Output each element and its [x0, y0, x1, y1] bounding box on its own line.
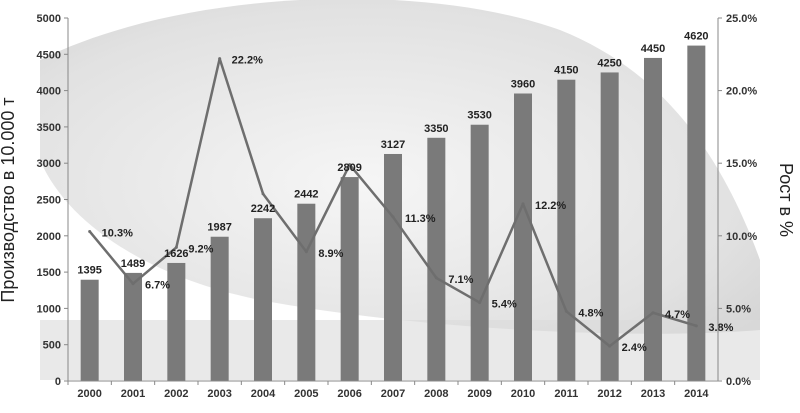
- bar-2011: [557, 79, 576, 382]
- y2-tick-label: 10.0%: [726, 231, 757, 243]
- y-tick-label: 1500: [37, 267, 61, 279]
- growth-point-2002: [174, 245, 178, 249]
- y-axis-title: Производство в 10.000 т: [0, 97, 18, 302]
- x-tick-label: 2003: [207, 388, 231, 400]
- growth-point-2010: [521, 202, 525, 206]
- bar-2005: [297, 203, 316, 381]
- growth-label-2014: 3.8%: [708, 322, 733, 334]
- y2-tick-label: 5.0%: [726, 303, 751, 315]
- y2-tick-label: 20.0%: [726, 86, 757, 98]
- y-tick-label: 3500: [37, 122, 61, 134]
- bar-2014: [687, 45, 706, 381]
- y-tick-label: 1000: [37, 303, 61, 315]
- growth-point-2014: [694, 324, 698, 328]
- bar-2003: [210, 236, 229, 381]
- growth-label-2009: 5.4%: [492, 299, 517, 311]
- bar-2008: [427, 137, 446, 381]
- x-tick-label: 2014: [684, 388, 709, 400]
- bar-label-2008: 3350: [424, 123, 448, 135]
- y-tick-label: 2000: [37, 231, 61, 243]
- bar-2012: [600, 72, 619, 381]
- x-tick-label: 2002: [164, 388, 188, 400]
- growth-point-2008: [434, 276, 438, 280]
- growth-label-2000: 10.3%: [102, 227, 133, 239]
- y2-tick-label: 15.0%: [726, 158, 757, 170]
- growth-label-2002: 9.2%: [188, 243, 213, 255]
- growth-point-2004: [261, 192, 265, 196]
- growth-point-2006: [348, 163, 352, 167]
- bar-label-2006: 2809: [337, 162, 361, 174]
- bar-label-2002: 1626: [164, 248, 188, 260]
- growth-label-2010: 12.2%: [535, 200, 566, 212]
- labels-layer: 1395 1489 1626 1987 2242 2442 2809 3127 3350 3530…: [77, 31, 733, 355]
- bar-label-2010: 3960: [511, 79, 535, 91]
- growth-label-2011: 4.8%: [578, 307, 603, 319]
- growth-point-2013: [651, 311, 655, 315]
- y2-tick-label: 25.0%: [726, 13, 757, 25]
- growth-point-2007: [391, 215, 395, 219]
- bar-label-2003: 1987: [207, 222, 231, 234]
- bar-2002: [167, 262, 186, 381]
- growth-point-2003: [218, 57, 222, 61]
- growth-label-2013: 4.7%: [665, 309, 690, 321]
- bar-2000: [80, 279, 99, 381]
- x-tick-label: 2008: [424, 388, 448, 400]
- bar-2013: [644, 57, 662, 382]
- y-tick-label: 500: [43, 340, 61, 352]
- bar-2006: [340, 177, 359, 381]
- y-tick-label: 0: [55, 376, 61, 388]
- bar-label-2000: 1395: [77, 265, 101, 277]
- bar-label-2009: 3530: [467, 110, 491, 122]
- axes-layer: 0 500 1000 1500 2000 2500 3000 3500 4000 4500 5000…: [37, 13, 758, 400]
- growth-label-2005: 8.9%: [318, 248, 343, 260]
- x-tick-label: 2006: [337, 388, 361, 400]
- x-tick-label: 2011: [554, 388, 578, 400]
- bar-label-2001: 1489: [121, 258, 145, 270]
- bar-2007: [384, 153, 402, 381]
- x-tick-label: 2010: [511, 388, 535, 400]
- y2-tick-label: 0.0%: [726, 376, 751, 388]
- bar-label-2004: 2242: [251, 203, 275, 215]
- x-tick-label: 2012: [597, 388, 621, 400]
- bars-layer: [80, 45, 706, 382]
- y-tick-label: 5000: [37, 13, 61, 25]
- x-tick-label: 2013: [641, 388, 665, 400]
- x-tick-label: 2007: [381, 388, 405, 400]
- bar-label-2011: 4150: [554, 65, 578, 77]
- bar-label-2013: 4450: [641, 43, 665, 55]
- x-tick-label: 2001: [121, 388, 145, 400]
- bar-2010: [514, 93, 532, 381]
- bar-2004: [254, 218, 272, 381]
- bar-2009: [470, 124, 489, 382]
- x-tick-label: 2009: [467, 388, 491, 400]
- y-tick-label: 4000: [37, 86, 61, 98]
- y-tick-label: 3000: [37, 158, 61, 170]
- bar-2001: [124, 272, 142, 381]
- y2-axis-title: Рост в %: [776, 163, 796, 237]
- growth-label-2008: 7.1%: [448, 274, 473, 286]
- bar-label-2005: 2442: [294, 189, 318, 201]
- growth-point-2001: [131, 282, 135, 286]
- growth-point-2012: [608, 344, 612, 348]
- growth-point-2011: [564, 309, 568, 313]
- y-tick-label: 2500: [37, 195, 61, 207]
- bar-label-2014: 4620: [684, 31, 708, 43]
- growth-label-2007: 11.3%: [405, 213, 436, 225]
- growth-label-2012: 2.4%: [622, 342, 647, 354]
- y-tick-label: 4500: [37, 49, 61, 61]
- line-layer: [88, 57, 698, 348]
- x-tick-label: 2005: [294, 388, 318, 400]
- growth-point-2005: [304, 250, 308, 254]
- bar-label-2007: 3127: [381, 139, 405, 151]
- x-tick-label: 2000: [77, 388, 101, 400]
- growth-point-2000: [88, 229, 92, 233]
- growth-label-2003: 22.2%: [232, 55, 263, 67]
- growth-label-2001: 6.7%: [145, 280, 170, 292]
- growth-point-2009: [478, 301, 482, 305]
- x-tick-label: 2004: [251, 388, 276, 400]
- bar-label-2012: 4250: [597, 57, 621, 69]
